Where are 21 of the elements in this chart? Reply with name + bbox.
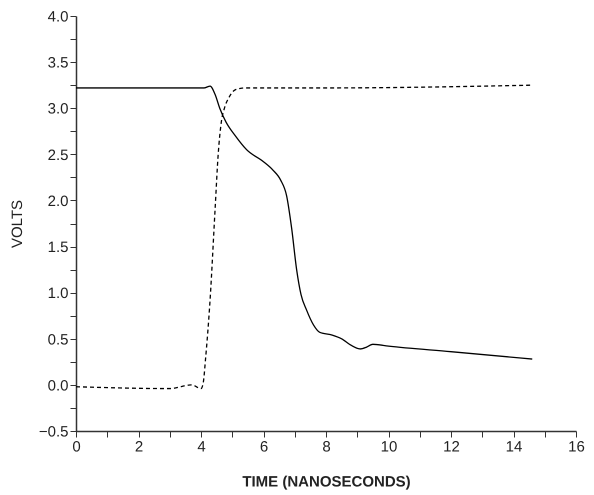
- y-tick-label: 0.5: [48, 331, 68, 348]
- y-tick-label: 2.0: [48, 192, 68, 210]
- y-axis-title: VOLTS: [8, 200, 26, 248]
- y-tick-label: 2.5: [48, 146, 68, 164]
- x-tick-label: 12: [443, 438, 460, 456]
- y-tick-label: 0.0: [48, 377, 68, 394]
- x-tick-label: 4: [197, 438, 206, 456]
- y-tick-label: 4.0: [48, 8, 68, 26]
- x-tick-label: 0: [72, 438, 81, 456]
- y-tick-label: 1.0: [48, 285, 68, 302]
- y-tick-label: 3.5: [48, 54, 68, 72]
- x-tick-label: 2: [134, 438, 144, 456]
- x-tick-label: 14: [506, 438, 522, 456]
- y-tick-label: 1.5: [48, 239, 68, 256]
- x-axis-title: TIME (NANOSECONDS): [242, 474, 411, 490]
- x-tick-label: 8: [322, 438, 331, 456]
- x-tick-label: 10: [380, 438, 398, 456]
- x-tick-label: 16: [568, 438, 585, 456]
- x-tick-label: 6: [260, 438, 268, 456]
- y-tick-label: 3.0: [48, 100, 68, 118]
- y-tick-label: −0.5: [38, 424, 68, 440]
